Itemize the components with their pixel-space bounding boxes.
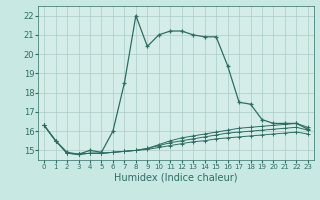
X-axis label: Humidex (Indice chaleur): Humidex (Indice chaleur) xyxy=(114,173,238,183)
